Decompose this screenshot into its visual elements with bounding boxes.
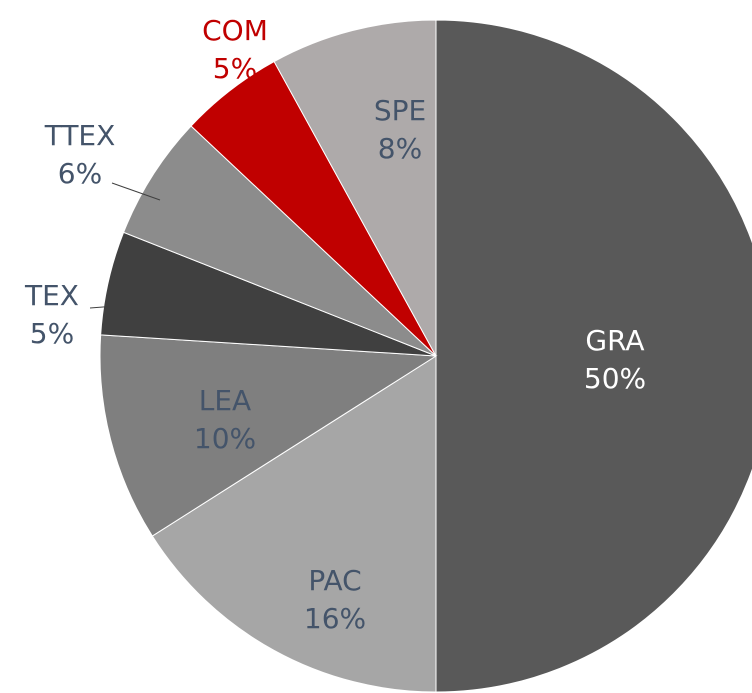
slice-percent: 16% xyxy=(304,602,366,635)
slice-name: TEX xyxy=(24,279,79,312)
slice-name: TTEX xyxy=(44,119,116,152)
slice-percent: 5% xyxy=(213,52,257,85)
slice-name: PAC xyxy=(308,564,361,597)
pie-slice xyxy=(151,355,437,693)
pie-slice xyxy=(435,19,752,693)
slice-percent: 5% xyxy=(30,317,74,350)
pie-slice xyxy=(122,125,437,357)
slice-name: SPE xyxy=(374,94,426,127)
slice-percent: 6% xyxy=(58,157,102,190)
slice-percent: 50% xyxy=(584,362,646,395)
slice-name: COM xyxy=(202,14,268,47)
slice-percent: 10% xyxy=(194,422,256,455)
slice-name: GRA xyxy=(585,324,644,357)
slice-percent: 8% xyxy=(378,132,422,165)
slice-name: LEA xyxy=(199,384,251,417)
leader-line xyxy=(89,305,117,309)
pie-slice xyxy=(99,334,438,537)
pie-slice xyxy=(273,19,437,357)
leader-line xyxy=(111,182,161,201)
